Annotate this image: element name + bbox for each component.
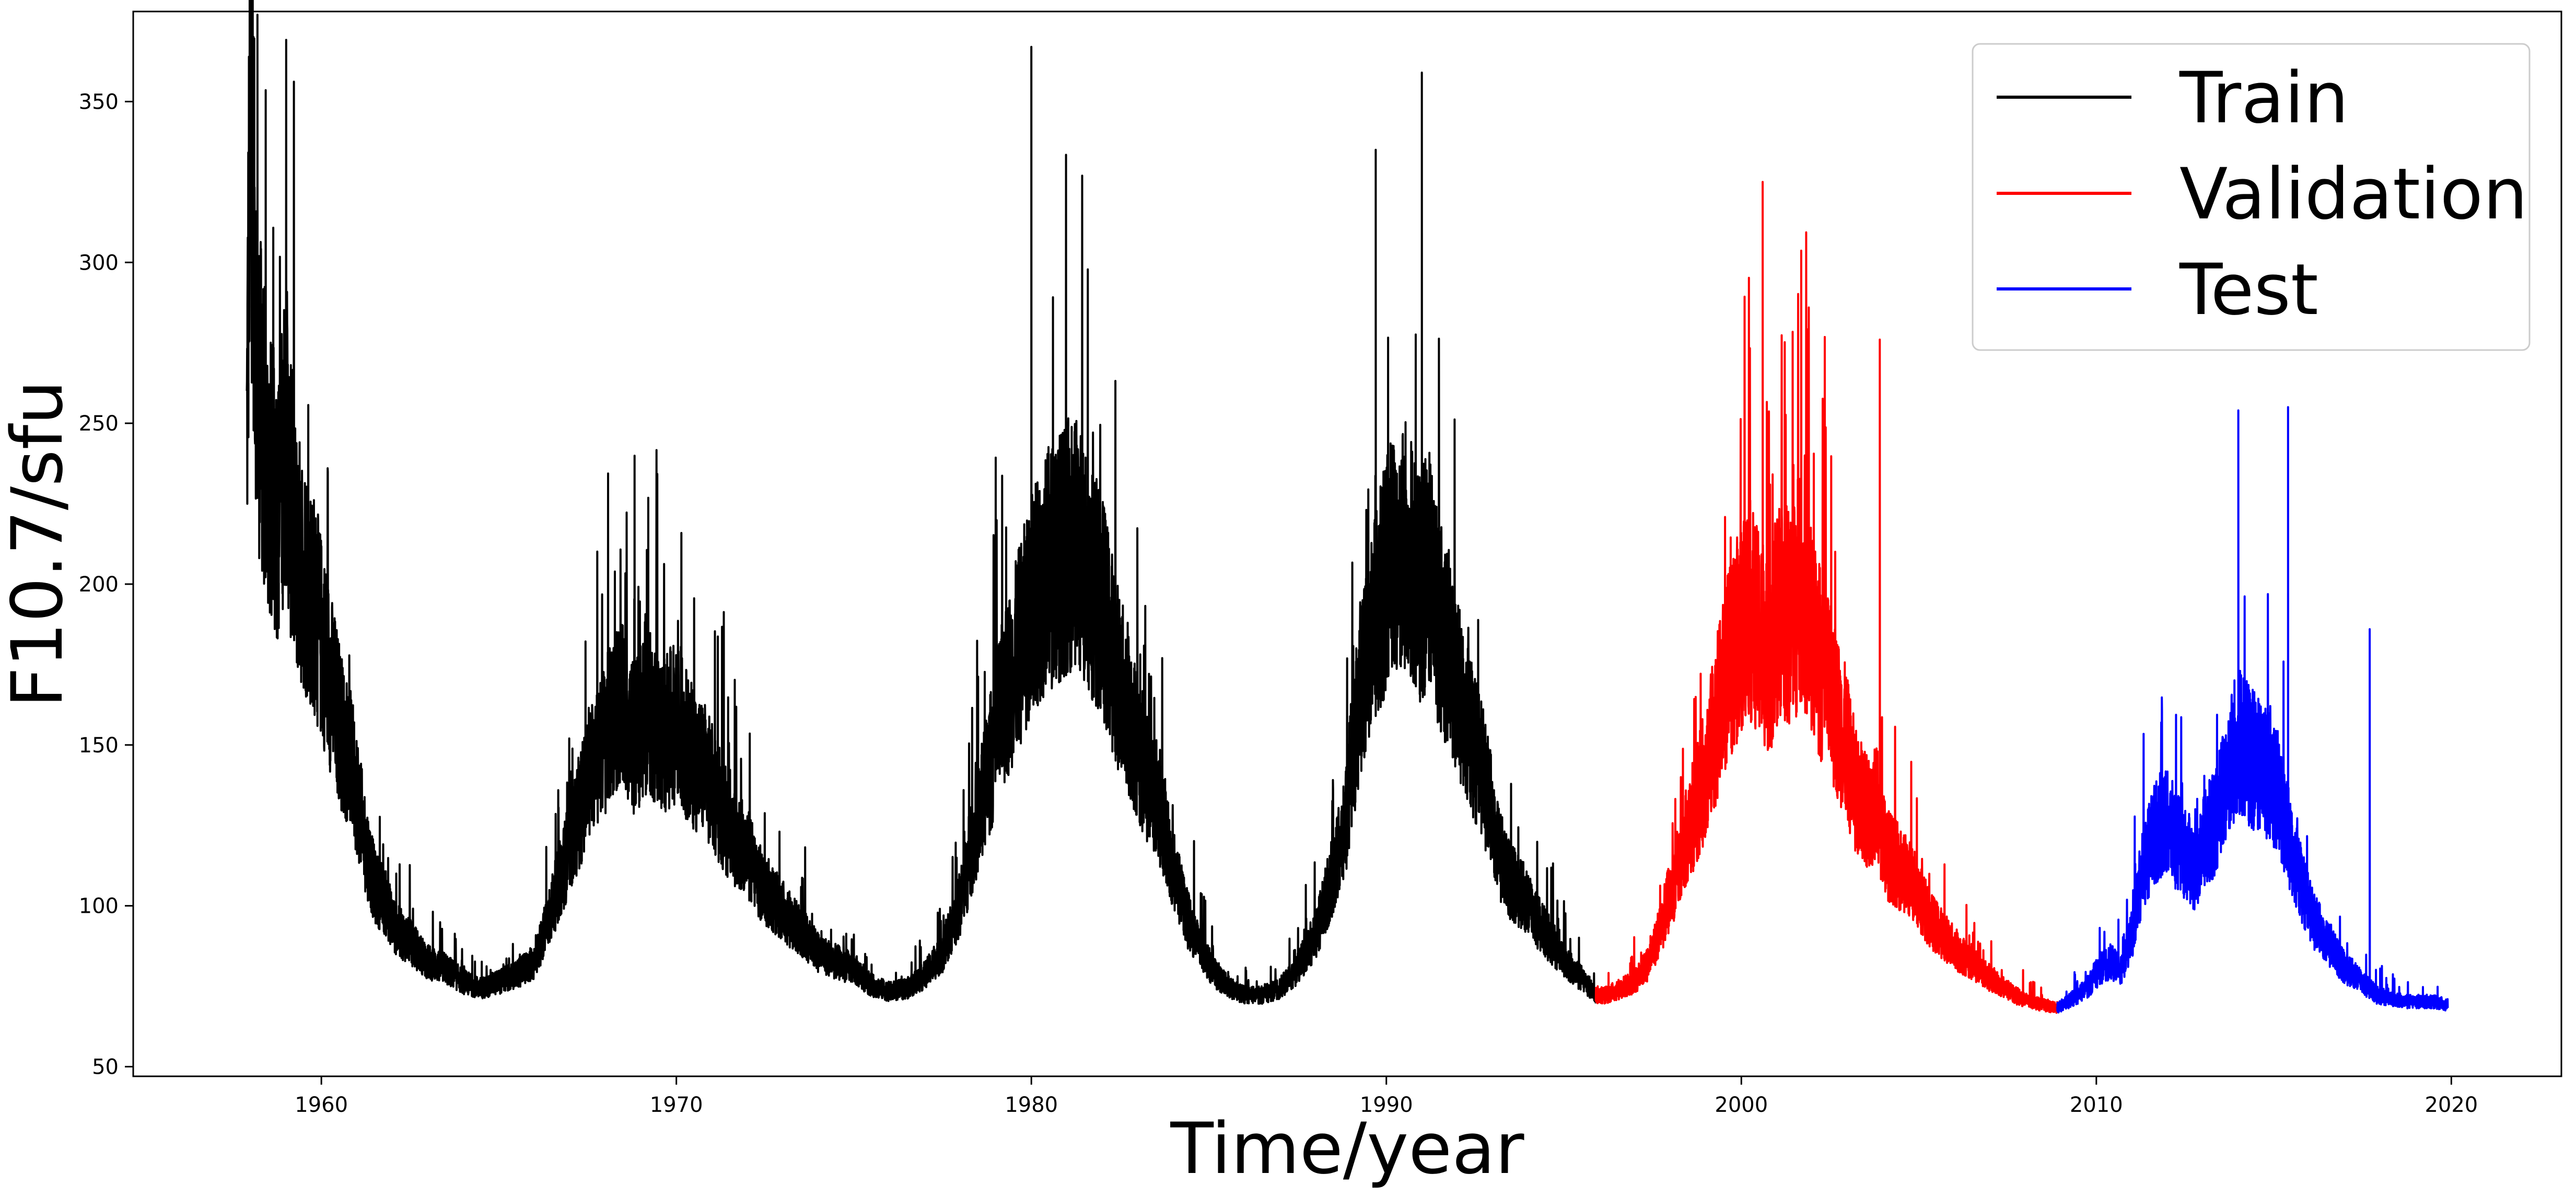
y-tick-label: 350 — [79, 90, 119, 114]
legend-label: Validation — [2179, 153, 2528, 235]
y-tick-label: 250 — [79, 412, 119, 436]
y-tick-label: 150 — [79, 734, 119, 758]
y-axis-title: F10.7/sfu — [0, 380, 78, 707]
legend-item-test: Test — [1997, 249, 2318, 331]
x-axis-title: Time/year — [1170, 1108, 1524, 1190]
x-tick-label: 1990 — [1360, 1093, 1413, 1117]
plot-area-frame — [132, 10, 2562, 1077]
y-tick-label: 200 — [79, 573, 119, 597]
series-line-train — [246, 0, 1597, 1005]
x-tick-label: 1970 — [650, 1093, 703, 1117]
legend-label: Test — [2179, 249, 2318, 331]
y-tick-label: 300 — [79, 251, 119, 275]
x-tick-label: 2010 — [2070, 1093, 2123, 1117]
legend-item-train: Train — [1997, 57, 2349, 139]
series-line-test — [2056, 406, 2449, 1014]
x-axis: 1960 1970 1980 1990 2000 2010 2020 — [295, 1076, 2478, 1117]
x-tick-label: 2020 — [2425, 1093, 2478, 1117]
y-axis: 50 100 150 200 250 300 350 — [79, 90, 133, 1079]
series-layer — [246, 0, 2449, 1014]
legend-box — [1972, 43, 2531, 351]
legend-items: Train Validation Test — [1997, 57, 2528, 331]
x-tick-label: 2000 — [1715, 1093, 1768, 1117]
y-tick-label: 100 — [79, 894, 119, 919]
series-line-validation — [1594, 181, 2059, 1014]
legend-item-validation: Validation — [1997, 153, 2528, 235]
x-tick-label: 1960 — [295, 1093, 348, 1117]
legend-label: Train — [2179, 57, 2349, 139]
legend: Train Validation Test — [1972, 43, 2531, 351]
y-tick-label: 50 — [92, 1055, 119, 1079]
x-tick-label: 1980 — [1005, 1093, 1058, 1117]
